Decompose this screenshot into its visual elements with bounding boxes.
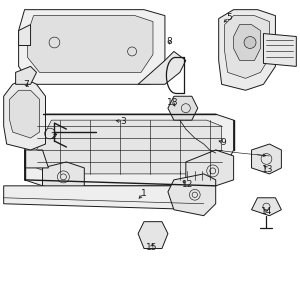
Polygon shape — [37, 120, 222, 174]
Polygon shape — [168, 174, 216, 216]
Text: 7: 7 — [23, 80, 29, 89]
Polygon shape — [138, 52, 186, 84]
Polygon shape — [186, 150, 234, 186]
Polygon shape — [234, 25, 260, 60]
Circle shape — [244, 37, 256, 49]
Text: 2: 2 — [50, 132, 56, 141]
Polygon shape — [19, 10, 165, 84]
Polygon shape — [16, 66, 37, 84]
Text: 15: 15 — [146, 242, 157, 251]
Text: 5: 5 — [226, 13, 232, 22]
Polygon shape — [138, 222, 168, 248]
Polygon shape — [10, 90, 40, 138]
Text: 3: 3 — [120, 117, 126, 126]
Text: 18: 18 — [167, 98, 178, 107]
Polygon shape — [25, 114, 234, 186]
Polygon shape — [4, 186, 210, 210]
Text: 9: 9 — [220, 138, 226, 147]
Polygon shape — [28, 16, 153, 72]
Polygon shape — [263, 34, 296, 66]
Text: 1: 1 — [141, 189, 147, 198]
Polygon shape — [19, 25, 31, 46]
Text: 8: 8 — [167, 37, 172, 46]
Polygon shape — [25, 150, 49, 168]
Polygon shape — [251, 144, 281, 174]
Text: 13: 13 — [262, 165, 274, 174]
Text: 12: 12 — [182, 180, 193, 189]
Polygon shape — [4, 78, 46, 150]
Polygon shape — [251, 198, 281, 216]
Polygon shape — [219, 10, 275, 90]
Polygon shape — [225, 16, 269, 78]
Text: 14: 14 — [261, 207, 272, 216]
Polygon shape — [168, 96, 198, 120]
Polygon shape — [43, 162, 84, 192]
